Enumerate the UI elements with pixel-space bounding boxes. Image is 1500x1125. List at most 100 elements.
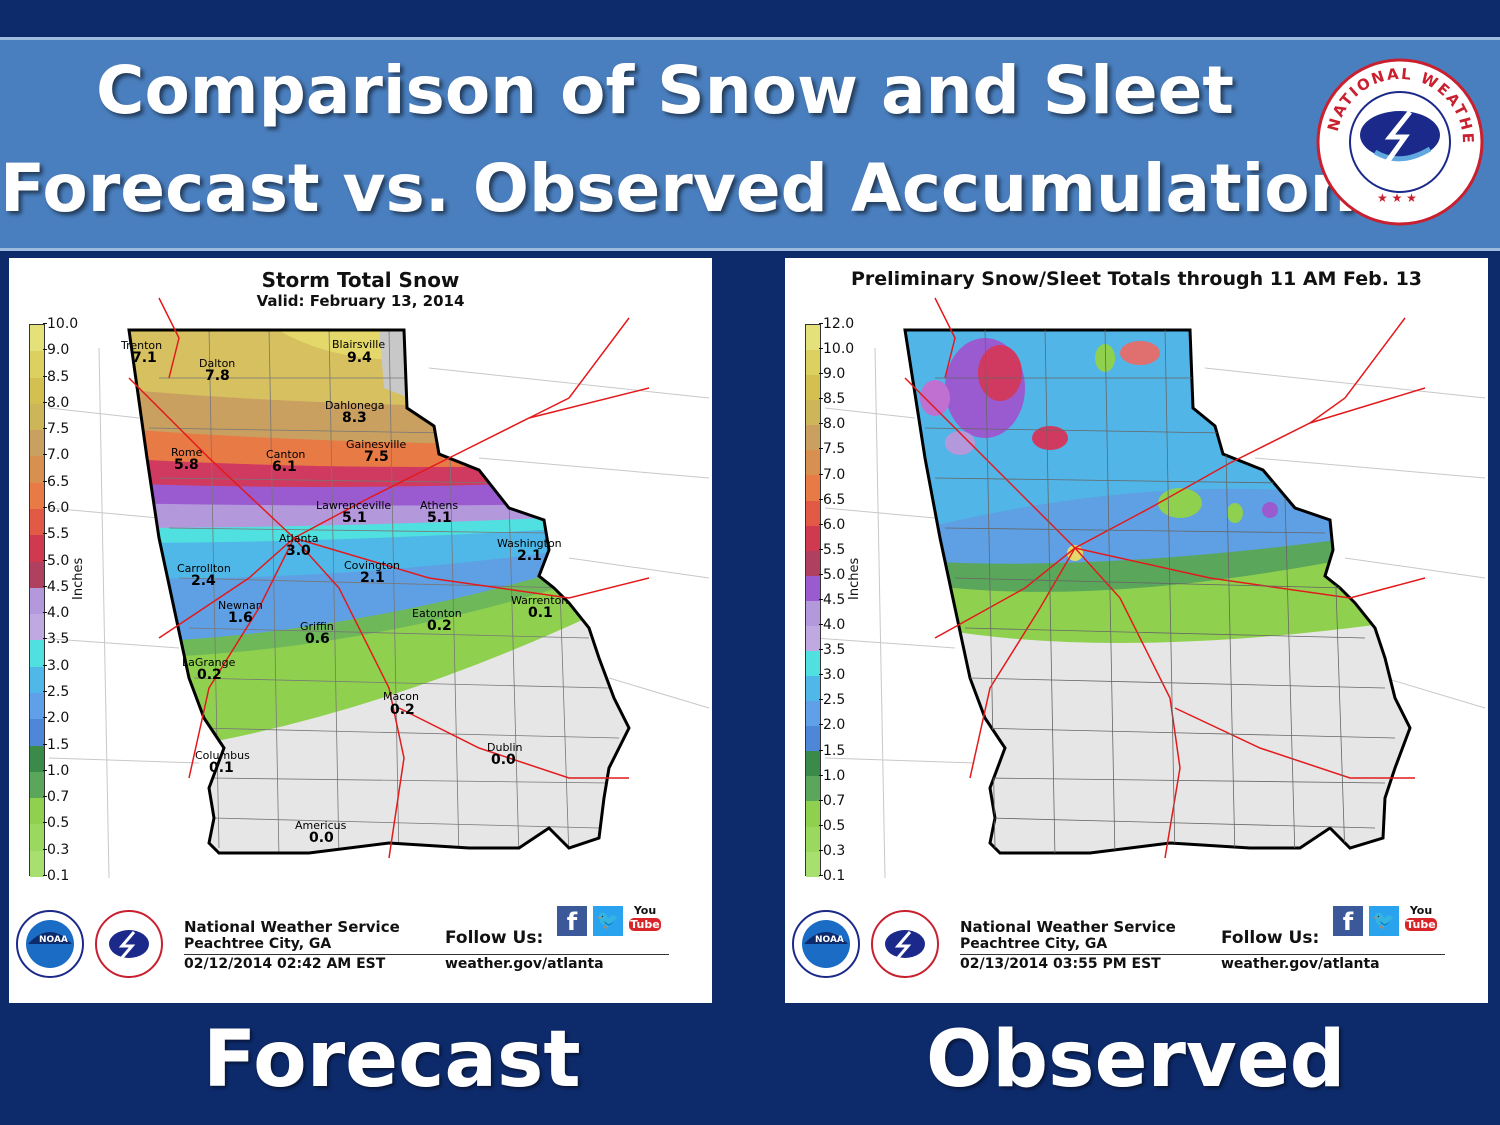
city-label: Rome [171, 446, 203, 459]
facebook-icon[interactable]: f [557, 906, 587, 936]
city-value: 5.8 [174, 457, 199, 473]
noaa-nws-logos: NOAA [792, 910, 939, 978]
scale-segment [30, 719, 44, 746]
city-label: Dalton [199, 357, 235, 370]
scale-segment [806, 651, 820, 677]
scale-segment [806, 550, 820, 576]
city-value: 8.3 [342, 410, 367, 426]
scale-tick-label: 1.5 [42, 736, 70, 753]
city-label: Lawrenceville [316, 499, 391, 512]
footer-timestamp: 02/13/2014 03:55 PM EST [960, 956, 1161, 972]
scale-tick-label: 10.0 [42, 316, 79, 332]
forecast-footer: NOAA National Weather Service Peachtree … [9, 898, 712, 998]
forecast-color-scale [29, 324, 45, 877]
scale-segment [30, 456, 44, 483]
social-icons: f 🐦 You Tube [1333, 904, 1443, 938]
footer-divider [960, 954, 1445, 955]
scale-tick-label: 3.0 [42, 657, 70, 674]
city-value: 0.1 [209, 760, 234, 776]
city-value: 2.4 [191, 573, 216, 589]
city-label: Atlanta [279, 532, 318, 545]
scale-tick-label: 7.0 [42, 447, 70, 464]
scale-tick-label: 7.5 [42, 421, 70, 438]
scale-tick-label: 2.0 [42, 710, 70, 727]
city-value: 9.4 [347, 350, 372, 366]
city-value: 7.1 [132, 350, 157, 366]
scale-segment [30, 561, 44, 588]
observed-color-scale [805, 324, 821, 877]
website-link[interactable]: weather.gov/atlanta [1221, 956, 1380, 972]
city-value: 0.0 [491, 752, 516, 768]
city-label: Canton [266, 448, 305, 461]
scale-segment [806, 475, 820, 501]
city-label: Newnan [218, 599, 263, 612]
city-value: 7.5 [364, 449, 389, 465]
noaa-nws-logos: NOAA [16, 910, 163, 978]
scale-segment [806, 600, 820, 626]
scale-tick-label: 0.5 [42, 815, 70, 832]
scale-segment [30, 430, 44, 457]
follow-us-label: Follow Us: [1221, 928, 1320, 948]
social-icons: f 🐦 You Tube [557, 904, 667, 938]
city-label: Eatonton [412, 607, 462, 620]
scale-tick-label: 2.5 [818, 692, 846, 709]
scale-segment [806, 625, 820, 652]
city-label: Washington [497, 537, 562, 550]
scale-tick-label: 2.5 [42, 684, 70, 700]
observed-map [814, 297, 1486, 879]
scale-segment [30, 798, 44, 825]
scale-segment [30, 692, 44, 720]
forecast-map: Trenton 7.1 Dalton 7.8 Blairsville 9.4 D… [38, 297, 710, 879]
title-line-2: Forecast vs. Observed Accumulations [0, 150, 1396, 227]
scale-segment [806, 701, 820, 727]
noaa-logo-text: NOAA [815, 935, 844, 945]
twitter-icon[interactable]: 🐦 [1369, 906, 1399, 936]
footer-org: National Weather Service [184, 918, 400, 936]
scale-tick-label: 6.0 [42, 500, 70, 516]
scale-tick-label: 0.1 [818, 868, 846, 884]
scale-tick-label: 6.5 [42, 473, 70, 490]
facebook-icon[interactable]: f [1333, 906, 1363, 936]
scale-segment [806, 851, 820, 877]
scale-tick-label: 6.5 [818, 491, 846, 508]
scale-segment [806, 350, 820, 376]
forecast-scale-label: Inches [71, 557, 86, 600]
scale-tick-label: 4.0 [42, 605, 70, 622]
title-banner [0, 37, 1500, 251]
scale-segment [30, 824, 44, 851]
city-value: 3.0 [286, 543, 311, 559]
scale-segment [30, 587, 44, 615]
scale-tick-label: 1.0 [818, 767, 846, 784]
scale-tick-label: 8.0 [42, 394, 70, 411]
website-link[interactable]: weather.gov/atlanta [445, 956, 604, 972]
city-value: 1.6 [228, 610, 253, 626]
scale-segment [806, 801, 820, 827]
city-value: 6.1 [272, 459, 297, 475]
forecast-caption: Forecast [203, 1015, 581, 1105]
observed-footer: NOAA National Weather Service Peachtree … [785, 898, 1488, 998]
noaa-logo-text: NOAA [39, 935, 68, 945]
city-label: Athens [420, 499, 458, 512]
youtube-icon[interactable]: You Tube [1405, 904, 1437, 931]
scale-tick-label: 1.5 [818, 742, 846, 759]
forecast-subtitle: Valid: February 13, 2014 [256, 292, 465, 310]
scale-segment [30, 614, 44, 641]
city-label: Dublin [487, 741, 523, 754]
youtube-icon[interactable]: You Tube [629, 904, 661, 931]
scale-tick-label: 8.0 [818, 416, 846, 433]
scale-segment [30, 351, 44, 378]
city-label: Americus [295, 819, 347, 832]
observed-caption: Observed [926, 1015, 1346, 1105]
footer-divider [184, 954, 669, 955]
scale-segment [806, 676, 820, 702]
footer-city: Peachtree City, GA [184, 936, 332, 952]
scale-tick-label: 7.5 [818, 441, 846, 458]
scale-tick-label: 8.5 [818, 391, 846, 408]
forecast-title: Storm Total Snow [261, 268, 460, 292]
scale-segment [30, 535, 44, 562]
city-label: Blairsville [332, 338, 385, 351]
twitter-icon[interactable]: 🐦 [593, 906, 623, 936]
scale-tick-label: 1.0 [42, 762, 70, 779]
scale-segment [806, 425, 820, 451]
scale-segment [30, 666, 44, 693]
